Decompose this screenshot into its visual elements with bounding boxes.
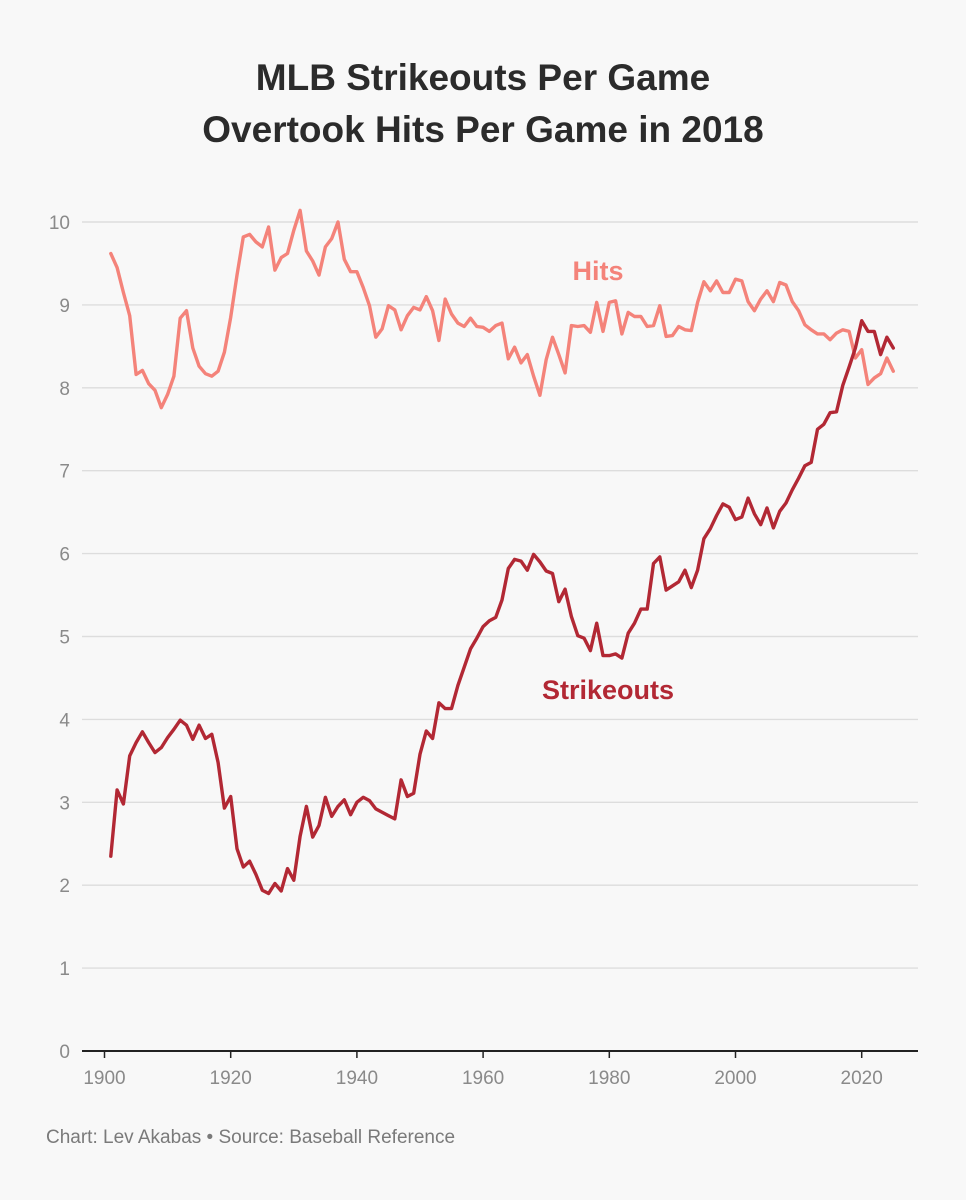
series-label-hits: Hits — [572, 256, 623, 286]
y-tick-label-6: 6 — [59, 545, 70, 566]
gridlines — [82, 221, 918, 969]
y-tick-label-9: 9 — [59, 296, 70, 317]
y-tick-label-8: 8 — [59, 379, 70, 400]
y-tick-label-0: 0 — [59, 1042, 70, 1063]
chart-title-line-1: MLB Strikeouts Per Game — [255, 57, 711, 98]
series-label-strikeouts: Strikeouts — [542, 675, 674, 705]
y-tick-label-1: 1 — [59, 959, 70, 980]
y-tick-label-3: 3 — [59, 793, 70, 814]
series-line-hits — [109, 208, 895, 410]
y-tick-label-5: 5 — [59, 628, 70, 649]
x-tick-label-2020: 2020 — [841, 1068, 883, 1089]
series-labels: Hits Strikeouts — [542, 256, 674, 705]
y-tick-label-7: 7 — [59, 462, 70, 483]
series-line-strikeouts — [109, 319, 895, 896]
series-lines — [109, 208, 895, 896]
chart-source-credit: Chart: Lev Akabas • Source: Baseball Ref… — [46, 1127, 456, 1148]
x-tick-label-2000: 2000 — [714, 1068, 756, 1089]
x-axis: 1900 1920 1940 1960 1980 2000 2020 — [82, 1050, 918, 1089]
x-tick-label-1900: 1900 — [83, 1068, 125, 1089]
chart-title: MLB Strikeouts Per Game Overtook Hits Pe… — [0, 52, 966, 156]
y-tick-label-10: 10 — [49, 213, 70, 234]
y-tick-label-2: 2 — [59, 876, 70, 897]
y-axis-ticks: 0 1 2 3 4 5 6 7 8 9 10 — [49, 213, 71, 1063]
y-tick-label-4: 4 — [59, 710, 70, 731]
x-tick-label-1940: 1940 — [336, 1068, 378, 1089]
chart-title-line-2: Overtook Hits Per Game in 2018 — [202, 109, 764, 150]
x-tick-label-1960: 1960 — [462, 1068, 504, 1089]
x-tick-label-1980: 1980 — [588, 1068, 630, 1089]
x-tick-label-1920: 1920 — [210, 1068, 252, 1089]
